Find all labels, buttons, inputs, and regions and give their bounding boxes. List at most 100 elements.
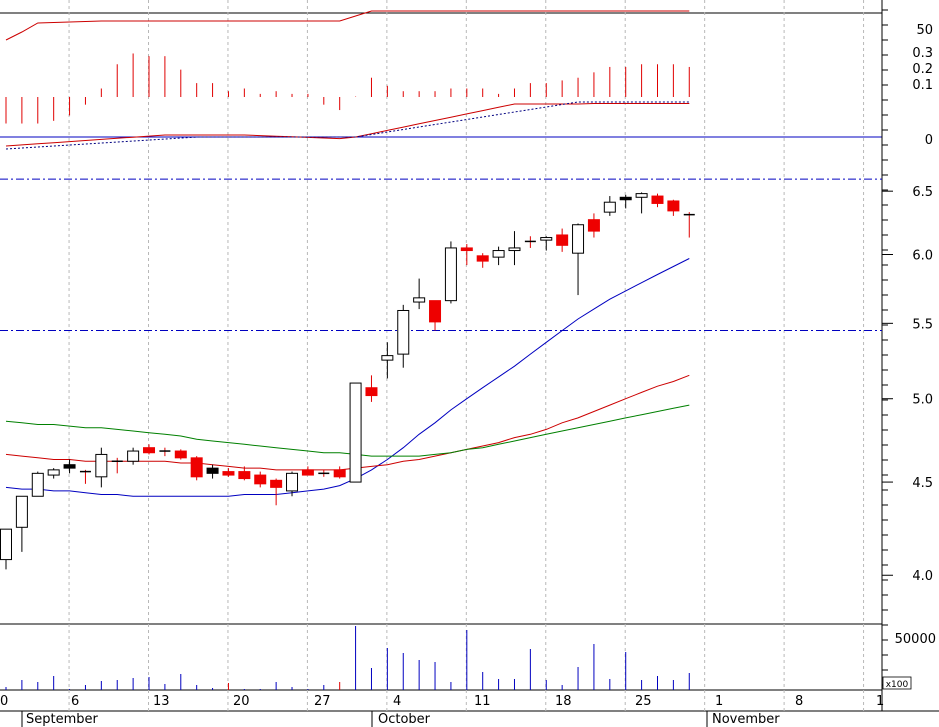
candle — [238, 466, 251, 481]
candle — [444, 241, 457, 304]
indicator-axis-label: 0 — [925, 133, 933, 148]
x-axis-label: 8 — [795, 694, 803, 709]
price-axis-label: 6.0 — [912, 248, 933, 263]
candle — [635, 192, 648, 214]
x-axis-label: 20 — [233, 694, 250, 709]
x-axis-label: 13 — [153, 694, 170, 709]
candle — [365, 375, 378, 402]
candle — [15, 495, 28, 552]
candle — [540, 236, 553, 251]
candle — [413, 278, 426, 310]
indicator-axis-label: 50 — [916, 23, 933, 38]
candle — [333, 466, 346, 479]
candle — [572, 223, 585, 296]
x-axis-label: 1 — [715, 694, 723, 709]
price-axis-label: 4.5 — [912, 476, 933, 491]
indicator-axis-label: 0.2 — [912, 62, 933, 77]
candle — [286, 471, 299, 497]
price-axis-label: 5.0 — [912, 393, 933, 408]
candle-body — [651, 195, 664, 204]
candle-body — [270, 479, 283, 488]
candle-body — [667, 200, 680, 212]
candle — [127, 447, 140, 465]
candle — [429, 300, 442, 331]
candle — [63, 459, 76, 474]
candle — [381, 342, 394, 379]
candle-body — [47, 469, 60, 476]
candle — [174, 449, 187, 460]
candle-body — [222, 471, 235, 476]
volume-unit-label: x100 — [886, 680, 909, 690]
x-axis-label: 27 — [314, 694, 331, 709]
candle — [397, 304, 410, 368]
candle — [159, 447, 171, 457]
candle-body — [31, 472, 44, 497]
candle-body — [127, 450, 140, 462]
candle — [619, 194, 632, 209]
candle-body — [301, 469, 314, 476]
candle — [476, 253, 489, 268]
candle-body — [174, 450, 187, 459]
indicator-axis-label: 0.1 — [912, 78, 933, 93]
candle-body — [143, 447, 156, 454]
candle — [111, 457, 123, 474]
candle-body — [349, 382, 362, 483]
x-axis-label: 25 — [635, 694, 652, 709]
candle — [95, 447, 108, 488]
x-axis-label: 6 — [71, 694, 79, 709]
candle — [301, 466, 314, 476]
candle — [587, 213, 600, 238]
candle-body — [444, 247, 457, 302]
candle — [508, 231, 521, 266]
candle-body — [381, 355, 394, 361]
moving-average-line — [5, 374, 690, 471]
indicator-upper-line — [5, 10, 690, 41]
candle-body — [492, 250, 505, 258]
candle-body — [95, 453, 108, 478]
candle-body — [190, 457, 203, 478]
candle — [683, 212, 695, 238]
candle — [222, 468, 235, 477]
candle-body — [413, 297, 426, 303]
candle-body — [15, 495, 28, 528]
candle-body — [460, 247, 473, 252]
price-axis-label: 5.5 — [912, 317, 933, 332]
candle — [556, 228, 569, 252]
candle-body — [397, 309, 410, 355]
price-axis-label: 4.0 — [912, 569, 933, 584]
x-axis-label: 1 — [876, 694, 884, 709]
candle-body — [429, 300, 442, 323]
volume-axis-label: 50000 — [895, 632, 936, 647]
candle-body — [540, 237, 553, 241]
indicator-signal-line — [5, 101, 690, 150]
candle-body — [587, 219, 600, 232]
month-label: November — [712, 712, 780, 727]
candle — [349, 382, 362, 483]
candle-body — [572, 224, 585, 254]
candle-body — [0, 528, 12, 561]
x-axis-label: 18 — [555, 694, 572, 709]
candle — [254, 471, 267, 488]
candle-body — [365, 387, 378, 397]
candle-body — [206, 467, 219, 474]
candle — [190, 456, 203, 481]
candle — [79, 469, 91, 484]
candle — [460, 244, 473, 266]
indicator-lower-line — [5, 103, 690, 147]
candle — [603, 196, 616, 216]
indicator-axis-label: 0.3 — [912, 46, 933, 61]
x-axis-label: 4 — [393, 694, 401, 709]
candle-body — [635, 193, 648, 198]
candle — [492, 246, 505, 266]
x-axis-label: 0 — [0, 694, 8, 709]
candle-body — [333, 469, 346, 478]
moving-average-line — [5, 258, 690, 497]
candle-body — [476, 255, 489, 262]
candle — [47, 468, 60, 479]
candle-body — [619, 196, 632, 201]
candle — [270, 478, 283, 506]
x-axis-label: 11 — [474, 694, 491, 709]
price-axis-label: 6.5 — [912, 185, 933, 200]
candle — [31, 471, 44, 497]
